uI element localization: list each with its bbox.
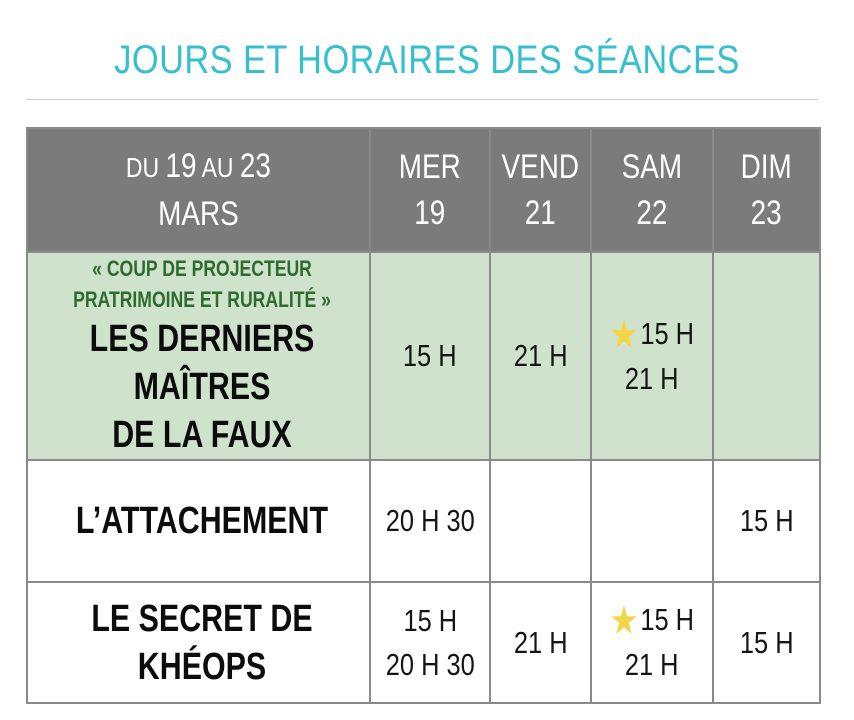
film-title: LES DERNIERS MAÎTRES bbox=[89, 318, 315, 408]
date-range-header: DU 19 AU 23 MARS bbox=[26, 127, 371, 253]
showtime-cell: 15 H bbox=[712, 581, 821, 704]
film-tag: PRATRIMOINE ET RURALITÉ » bbox=[73, 287, 331, 312]
showtime-cell bbox=[489, 459, 592, 583]
showtime-cell: ★15 H 21 H bbox=[590, 251, 714, 461]
film-title: LE SECRET DE KHÉOPS bbox=[91, 597, 313, 688]
showtime-cell: 21 H bbox=[489, 581, 592, 704]
showtime-cell bbox=[712, 251, 821, 461]
film-tag: « COUP DE PROJECTEUR bbox=[92, 256, 312, 281]
star-icon: ★ bbox=[609, 312, 640, 357]
showtime-cell: 15 H bbox=[712, 459, 821, 583]
table-row: « COUP DE PROJECTEUR PRATRIMOINE ET RURA… bbox=[26, 251, 821, 461]
header-row: DU 19 AU 23 MARS MER 19 VEND 21 SAM 22 DIM 2… bbox=[26, 127, 821, 253]
day-header-dim: DIM 23 bbox=[712, 127, 821, 253]
showtime-cell: 15 H 20 H 30 bbox=[369, 581, 491, 704]
star-icon: ★ bbox=[609, 599, 640, 643]
showtime-cell: 21 H bbox=[489, 251, 592, 461]
film-cell: L’ATTACHEMENT bbox=[26, 459, 371, 583]
film-cell: LE SECRET DE KHÉOPS bbox=[26, 581, 371, 704]
day-header-vend: VEND 21 bbox=[489, 127, 592, 253]
showtime-cell: ★15 H 21 H bbox=[590, 581, 714, 704]
showtime-cell bbox=[590, 459, 714, 583]
film-title: DE LA FAUX bbox=[112, 414, 292, 456]
showtime-cell: 15 H bbox=[369, 251, 491, 461]
table-row: L’ATTACHEMENT 20 H 30 15 H bbox=[26, 459, 821, 583]
title-divider bbox=[26, 99, 818, 100]
day-header-sam: SAM 22 bbox=[590, 127, 714, 253]
film-title: L’ATTACHEMENT bbox=[75, 500, 329, 542]
showtime-cell: 20 H 30 bbox=[369, 459, 491, 583]
film-cell: « COUP DE PROJECTEUR PRATRIMOINE ET RURA… bbox=[26, 251, 371, 461]
schedule-table: DU 19 AU 23 MARS MER 19 VEND 21 SAM 22 DIM 2… bbox=[26, 127, 821, 704]
page-title: JOURS ET HORAIRES DES SÉANCES bbox=[114, 38, 740, 82]
day-header-mer: MER 19 bbox=[369, 127, 491, 253]
table-row: LE SECRET DE KHÉOPS 15 H 20 H 30 21 H ★1… bbox=[26, 581, 821, 704]
